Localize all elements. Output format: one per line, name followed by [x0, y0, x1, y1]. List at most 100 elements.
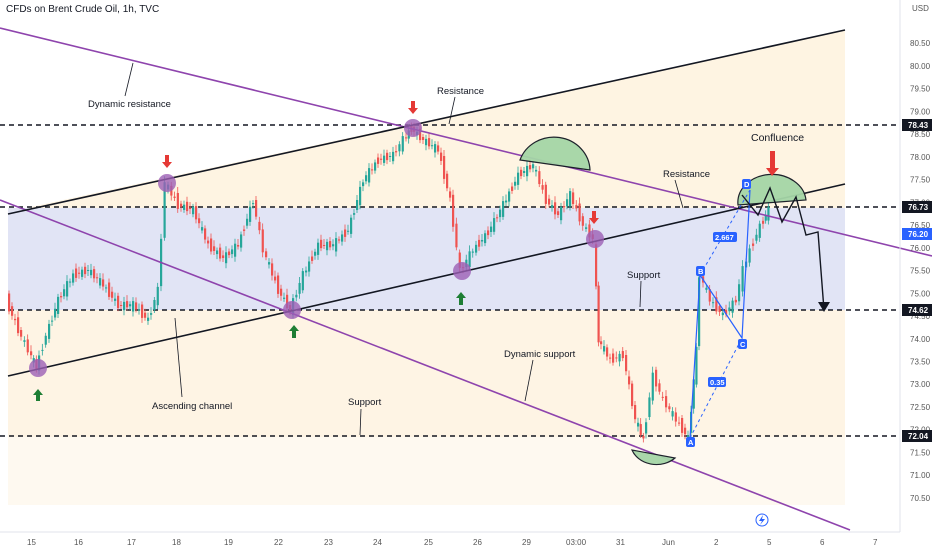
candle-body [618, 353, 621, 362]
point-a-label: A [688, 438, 694, 447]
candle-body [455, 223, 458, 248]
price-tick-label: 77.50 [910, 176, 931, 185]
candle-body [631, 383, 634, 407]
candle-body [335, 238, 338, 252]
channel-lower-line [7, 183, 846, 377]
candle-body [544, 184, 547, 204]
candle-body [458, 252, 461, 268]
price-tick-label: 79.00 [910, 107, 931, 116]
time-axis[interactable]: 15 16 17 18 19 22 23 24 25 26 29 03:00 3… [0, 531, 900, 547]
candle-body [8, 293, 11, 312]
candle-body [548, 198, 551, 205]
candle-body [471, 251, 474, 253]
candle-body [320, 239, 323, 249]
candle-body [114, 298, 117, 301]
candle-body [117, 295, 120, 309]
candle-body [695, 346, 698, 385]
candle-body [204, 228, 207, 240]
signal-arrows [33, 101, 779, 401]
time-label: 19 [224, 538, 233, 547]
candle-body [443, 156, 446, 179]
candle-body [535, 169, 538, 172]
annotation-support-mid: Support [627, 270, 661, 281]
price-label-76-20: 76.20 [908, 230, 929, 239]
candle-body [741, 266, 744, 292]
candle-body [144, 312, 147, 318]
candle-body [317, 242, 320, 255]
time-label: 31 [616, 538, 625, 547]
annotation-pointers [124, 62, 684, 436]
candle-body [538, 171, 541, 185]
candle-body [283, 297, 286, 299]
candle-body [246, 218, 249, 226]
candle-body [138, 309, 141, 311]
candle-body [383, 155, 386, 163]
harmonic-labels: A B C D 0.35 2.667 [686, 179, 751, 447]
candle-body [449, 191, 452, 198]
candle-body [183, 204, 186, 210]
candle-body [344, 229, 347, 237]
candle-body [192, 206, 195, 215]
candle-body [153, 300, 156, 310]
price-tick-label: 79.50 [910, 85, 931, 94]
pointer-resistance-top [448, 96, 456, 125]
candle-body [243, 229, 246, 231]
candle-body [63, 289, 66, 297]
candle-body [26, 339, 29, 353]
price-label-78-43-bg [902, 119, 932, 131]
price-label-76-73-bg [902, 201, 932, 213]
candle-body [434, 144, 437, 153]
candle-body [419, 128, 422, 141]
candle-body [332, 244, 335, 247]
currency-label: USD [912, 4, 929, 13]
candle-body [308, 261, 311, 272]
down-arrow-icon [766, 151, 779, 176]
candle-body [338, 239, 341, 241]
candle-body [240, 234, 243, 248]
candle-body [554, 202, 557, 215]
candle-body [585, 227, 588, 229]
candle-body [572, 192, 575, 205]
candle-body [51, 320, 54, 322]
time-label: 29 [522, 538, 531, 547]
resistance-arc [519, 136, 591, 171]
price-tick-label: 80.50 [910, 39, 931, 48]
pointer-resistance-right [674, 179, 684, 209]
price-tick-label: 75.00 [910, 289, 931, 298]
price-tick-label: 70.50 [910, 494, 931, 503]
time-label: 2 [714, 538, 719, 547]
candle-body [219, 247, 222, 259]
candle-body [150, 313, 153, 315]
candle-body [493, 218, 496, 232]
ratio-035-label: 0.35 [710, 378, 725, 387]
candle-body [129, 304, 132, 307]
price-axis[interactable]: 70.5071.0071.5072.0072.5073.0073.5074.00… [899, 0, 931, 532]
candle-body [651, 372, 654, 401]
orange-zone-lower [8, 310, 845, 437]
candle-body [496, 217, 499, 219]
candle-body [606, 347, 609, 357]
candle-body [595, 244, 598, 287]
time-label: 18 [172, 538, 181, 547]
candle-body [634, 405, 637, 420]
down-arrow-icon [589, 211, 599, 224]
candle-body [93, 269, 96, 279]
candle-body [11, 306, 14, 316]
candle-body [541, 185, 544, 190]
price-tick-label: 80.00 [910, 62, 931, 71]
candle-body [186, 201, 189, 212]
touch-marker [29, 359, 47, 377]
candle-body [265, 251, 268, 258]
touch-marker [404, 119, 422, 137]
candle-body [374, 162, 377, 171]
event-icon[interactable] [755, 513, 769, 527]
candle-body [499, 209, 502, 218]
price-label-72-04: 72.04 [908, 432, 929, 441]
candle-body [758, 223, 761, 238]
candle-body [255, 200, 258, 217]
candle-body [440, 152, 443, 161]
price-label-76-20-bg [902, 228, 932, 240]
price-tick-label: 74.50 [910, 312, 931, 321]
